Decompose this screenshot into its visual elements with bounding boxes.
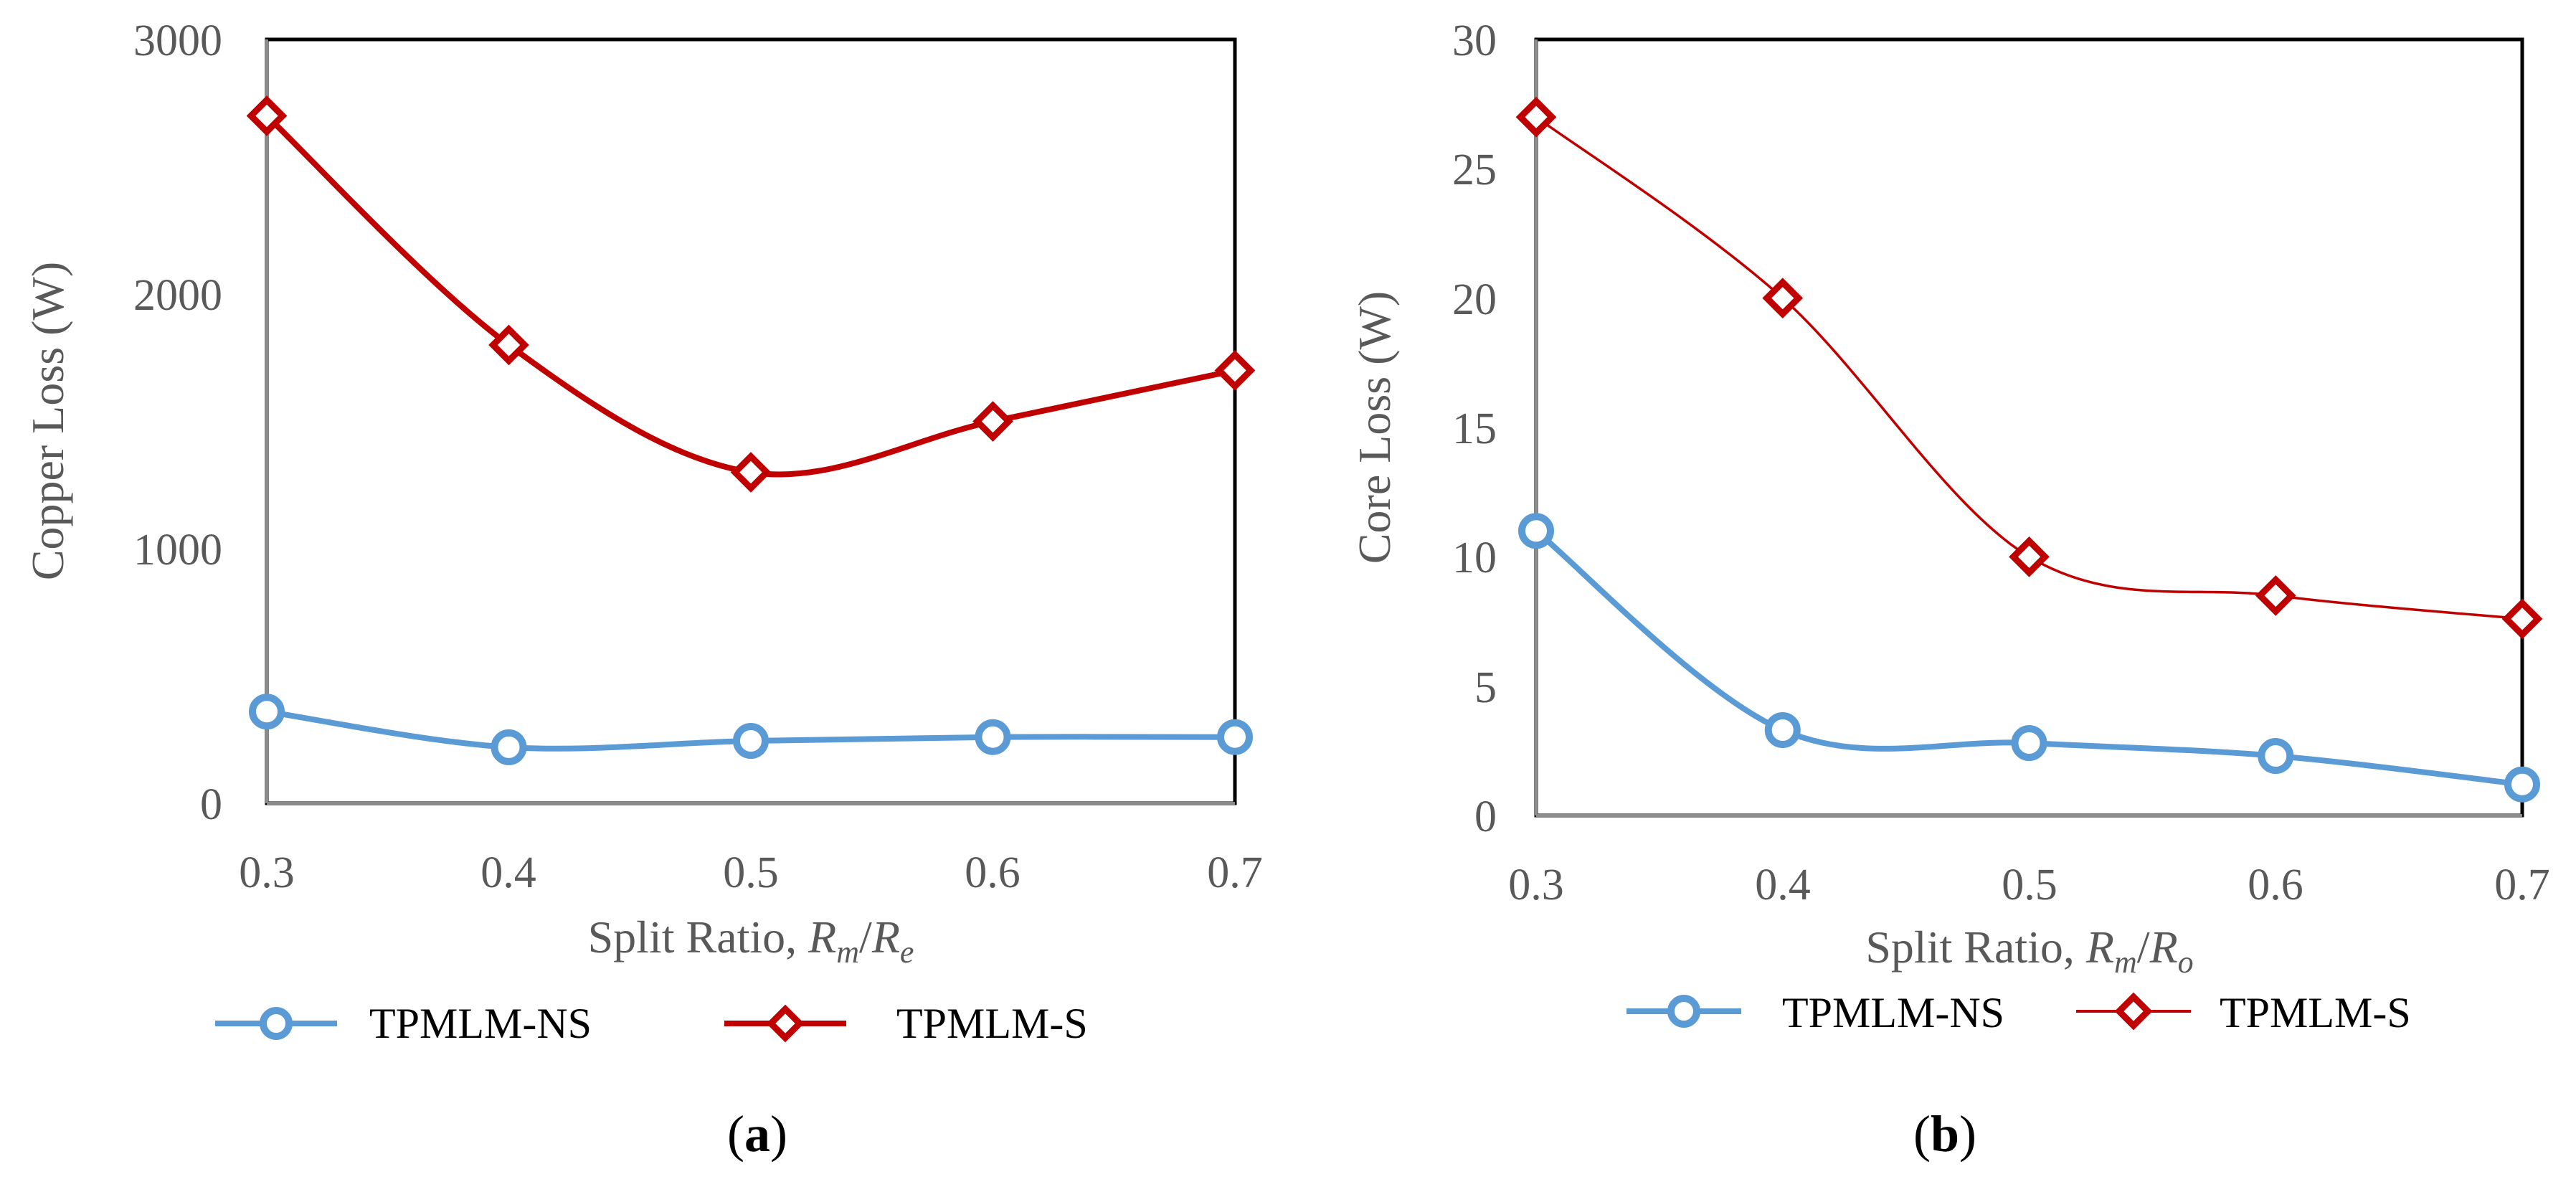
y-tick-label: 5 xyxy=(1474,663,1497,712)
series-layer xyxy=(246,95,1256,765)
data-point-circle[interactable] xyxy=(2504,766,2540,803)
legend: TPMLM-NS TPMLM-S xyxy=(215,1000,1088,1047)
y-tick-label: 3000 xyxy=(133,16,222,65)
data-point-circle[interactable] xyxy=(975,719,1011,755)
data-point-diamond[interactable] xyxy=(1515,96,1557,138)
panel-label: (a) xyxy=(727,1105,787,1163)
y-tick-label: 2000 xyxy=(133,271,222,320)
y-tick-label: 10 xyxy=(1452,534,1497,582)
y-tick-label: 0 xyxy=(1474,793,1497,841)
data-point-diamond[interactable] xyxy=(730,452,772,493)
panel-a: Copper Loss (W) Split Ratio, Rm/Re 0 100… xyxy=(22,16,1263,1163)
data-point-circle[interactable] xyxy=(1518,513,1554,549)
y-tick-label: 30 xyxy=(1452,16,1497,65)
y-tick-label: 0 xyxy=(200,780,222,829)
x-tick-label: 0.7 xyxy=(1207,848,1263,897)
legend-entry-tpmlm-ns[interactable]: TPMLM-NS xyxy=(215,1000,592,1047)
y-tick-label: 20 xyxy=(1452,275,1497,324)
data-point-diamond[interactable] xyxy=(972,401,1013,442)
legend-entry-tpmlm-ns[interactable]: TPMLM-NS xyxy=(1626,989,2004,1036)
legend-marker-circle xyxy=(1667,995,1700,1028)
x-tick-label: 0.4 xyxy=(480,848,536,897)
data-point-diamond[interactable] xyxy=(2009,536,2050,577)
series-layer xyxy=(1515,96,2543,803)
y-tick-label: 25 xyxy=(1452,146,1497,194)
x-tick-label: 0.3 xyxy=(1508,861,1564,909)
legend-label-tpmlm-s: TPMLM-S xyxy=(2220,989,2411,1036)
y-tick-label: 15 xyxy=(1452,405,1497,453)
x-tick-label: 0.3 xyxy=(239,848,295,897)
x-tick-label: 0.5 xyxy=(723,848,779,897)
legend-marker-diamond xyxy=(2114,992,2153,1031)
data-point-circle[interactable] xyxy=(1217,719,1253,755)
data-point-diamond[interactable] xyxy=(488,324,529,366)
data-point-circle[interactable] xyxy=(2011,725,2047,762)
legend-marker-circle xyxy=(260,1007,293,1040)
legend-entry-tpmlm-s[interactable]: TPMLM-S xyxy=(724,1000,1088,1047)
legend: TPMLM-NS TPMLM-S xyxy=(1626,989,2411,1036)
legend-label-tpmlm-s: TPMLM-S xyxy=(896,1000,1088,1047)
data-point-diamond[interactable] xyxy=(1214,350,1256,391)
x-tick-label: 0.7 xyxy=(2494,861,2550,909)
y-tick-labels: 0 1000 2000 3000 xyxy=(133,16,222,829)
x-tick-label: 0.6 xyxy=(965,848,1021,897)
legend-entry-tpmlm-s[interactable]: TPMLM-S xyxy=(2076,989,2411,1036)
panel-label: (b) xyxy=(1913,1105,1976,1163)
data-point-circle[interactable] xyxy=(2258,738,2294,775)
legend-marker-diamond xyxy=(766,1004,805,1043)
data-point-diamond[interactable] xyxy=(2255,575,2296,616)
x-tick-labels: 0.3 0.4 0.5 0.6 0.7 xyxy=(1508,861,2550,909)
series-tpmlm-s xyxy=(246,95,1256,493)
data-point-circle[interactable] xyxy=(249,694,285,730)
data-point-circle[interactable] xyxy=(1764,711,1801,748)
data-point-diamond[interactable] xyxy=(246,95,288,136)
x-tick-label: 0.5 xyxy=(2002,861,2058,909)
data-point-diamond[interactable] xyxy=(1762,278,1804,319)
x-axis-title: Split Ratio, Rm/Ro xyxy=(1865,922,2193,980)
series-line-tpmlm-s xyxy=(1535,115,2524,620)
legend-label-tpmlm-ns: TPMLM-NS xyxy=(369,1000,592,1047)
series-tpmlm-ns xyxy=(1518,513,2540,803)
data-point-circle[interactable] xyxy=(733,723,769,760)
y-axis-title: Copper Loss (W) xyxy=(22,262,73,580)
data-point-circle[interactable] xyxy=(491,729,527,765)
x-tick-labels: 0.3 0.4 0.5 0.6 0.7 xyxy=(239,848,1263,897)
y-axis-title: Core Loss (W) xyxy=(1349,291,1400,564)
y-tick-labels: 0 5 10 15 20 25 30 xyxy=(1452,16,1497,841)
x-axis-title: Split Ratio, Rm/Re xyxy=(588,912,914,970)
series-tpmlm-s xyxy=(1515,96,2543,640)
x-tick-label: 0.6 xyxy=(2248,861,2303,909)
series-tpmlm-ns xyxy=(249,694,1253,765)
data-point-diamond[interactable] xyxy=(2501,598,2543,640)
x-tick-label: 0.4 xyxy=(1755,861,1811,909)
panel-b: Core Loss (W) Split Ratio, Rm/Ro 0 5 10 … xyxy=(1349,16,2550,1163)
legend-label-tpmlm-ns: TPMLM-NS xyxy=(1782,989,2004,1036)
y-tick-label: 1000 xyxy=(133,526,222,574)
